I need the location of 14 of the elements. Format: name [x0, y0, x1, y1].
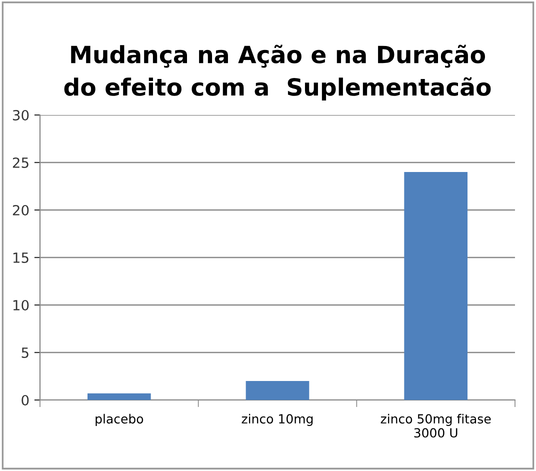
- x-tick-label: zinco 50mg fitase 3000 U: [380, 414, 491, 438]
- y-tick-label: 5: [22, 348, 28, 358]
- y-tick-label: 0: [22, 394, 29, 406]
- bar: [404, 172, 468, 400]
- y-tick-label: 20: [12, 204, 29, 216]
- y-tick-label: 30: [12, 110, 29, 120]
- bar: [246, 381, 310, 400]
- x-tick-label: zinco 10mg: [242, 414, 313, 426]
- bar: [88, 393, 151, 400]
- y-tick-label: 15: [13, 252, 28, 263]
- x-tick-label: placebo: [96, 414, 144, 426]
- y-tick-label: 10: [13, 300, 29, 310]
- chart-title: Mudança na Ação e na Duração do efeito com a Suplementacão: [64, 44, 491, 100]
- y-tick-label: 25: [12, 157, 28, 168]
